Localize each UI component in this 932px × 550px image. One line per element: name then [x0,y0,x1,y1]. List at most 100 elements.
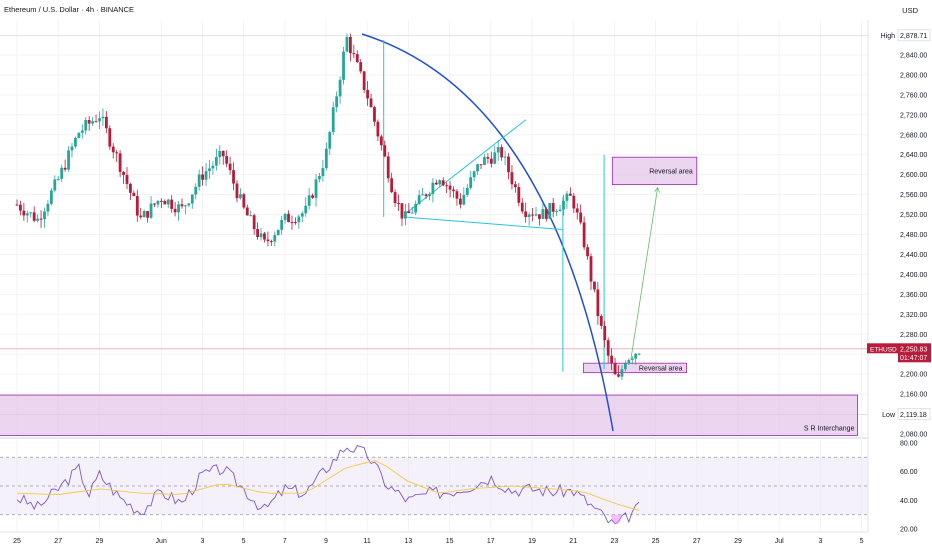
candle-body [579,212,583,223]
candle-body [352,53,356,55]
candle-body [115,152,119,154]
candle-body [417,195,421,204]
rsi-tick-label: 40.00 [900,498,918,505]
candle-body [331,107,335,133]
x-tick-label: 13 [405,538,413,545]
candle-body [393,192,397,204]
candle-body [503,156,507,158]
candle-body [500,147,504,158]
rsi-tick-label: 20.00 [900,527,918,534]
candle-body [541,209,545,219]
channel-upper [403,119,527,215]
candle-body [266,239,270,242]
candle-body [204,171,208,180]
y-tick-label: 2,160.00 [900,392,927,399]
candle-body [606,340,610,356]
candle-body [575,208,579,213]
candle-body [111,146,115,153]
y-tick-label: 2,520.00 [900,212,927,219]
currency-label[interactable]: USD [902,6,918,15]
candle-body [489,158,493,164]
candle-body [156,200,160,205]
candle-body [256,229,259,238]
candle-body [407,211,411,214]
candle-body [421,194,424,196]
candle-body [520,202,524,212]
candle-body [25,213,29,216]
x-tick-label: 27 [54,538,62,545]
price-axis: 2,840.00 2,800.00 2,760.00 2,720.00 2,680.00… [867,20,931,534]
x-tick-label: 25 [13,538,21,545]
candle-body [39,218,43,220]
candle-body [424,194,428,196]
candle-body [493,152,497,164]
x-tick-label: 7 [283,538,287,545]
y-tick-label: 2,440.00 [900,252,927,259]
candle-body [369,98,373,108]
candle-body [544,209,548,219]
y-tick-label: 2,080.00 [900,432,927,439]
candle-body [603,325,607,341]
candle-body [218,150,222,158]
candle-body [599,316,603,326]
candle-body [101,116,105,119]
x-tick-label: 23 [611,538,619,545]
candle-body [269,241,273,243]
candle-body [149,203,153,218]
zone-labels-layer: Reversal area Reversal area S R Interchang… [639,168,855,432]
candle-body [627,359,631,364]
candle-body [46,203,50,212]
y-tick-label: 2,360.00 [900,292,927,299]
candle-body [184,205,187,207]
candle-body [318,176,321,180]
candle-body [84,120,88,131]
x-tick-label: 5 [860,538,864,545]
x-tick-label: 15 [446,538,454,545]
grid [0,20,868,532]
candle-body [634,353,638,359]
candle-body [94,121,98,123]
candle-body [159,200,163,202]
candle-body [276,229,280,236]
candle-body [135,196,139,216]
candle-body [146,211,150,218]
candle-body [349,36,352,54]
candle-body [620,369,624,377]
candle-body [22,210,26,216]
candle-body [225,156,229,164]
candle-body [67,150,70,170]
candle-body [201,174,205,180]
y-tick-label: 2,200.00 [900,372,927,379]
candle-body [70,146,74,151]
candle-body [414,203,418,213]
candle-body [53,179,57,191]
x-tick-label: Jul [775,538,784,545]
candle-body [562,200,565,210]
y-tick-label: 2,760.00 [900,92,927,99]
candle-body [166,199,170,205]
candle-body [297,216,301,223]
symbol-label: ETHUSD [870,346,897,353]
time-axis: 25 27 29 Jun 3 5 7 9 11 13 15 17 19 21 23 25 27 29 Jul 3 5 [0,531,868,545]
channel-lower [404,216,563,231]
candle-body [452,189,455,192]
candle-body [43,211,46,220]
candle-body [324,148,328,169]
candle-body [321,168,325,177]
candle-body [448,185,452,190]
candle-body [311,195,314,198]
candle-body [60,167,64,179]
candle-body [400,203,404,219]
candle-body [362,71,366,90]
candle-body [568,193,572,196]
candle-body [431,182,435,194]
candle-body [232,170,235,184]
candle-body [300,213,304,217]
candle-body [572,195,576,209]
last-price: 2,250.83 [900,346,927,353]
candle-body [77,132,81,138]
candle-body [513,184,517,188]
candle-body [194,186,198,195]
candle-body [177,204,180,213]
candle-body [56,178,60,180]
